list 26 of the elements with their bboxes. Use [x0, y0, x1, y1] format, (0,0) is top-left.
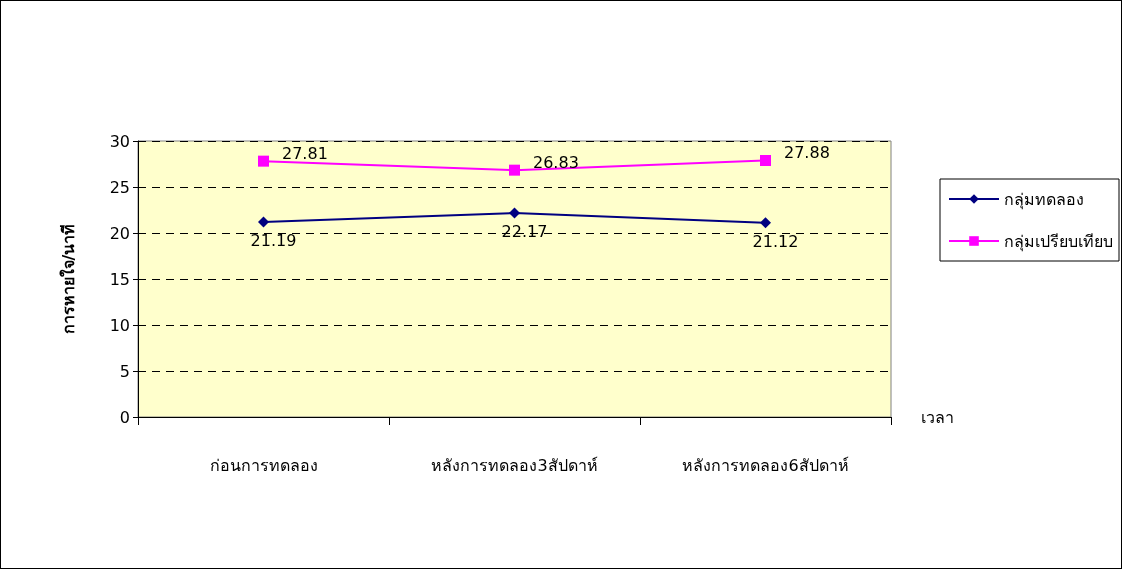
x-tick-label: หลังการทดลอง6สัปดาห์	[682, 455, 849, 475]
point	[258, 216, 269, 228]
legend-label: กลุ่มเปรียบเทียบ	[1004, 231, 1113, 252]
data-label: 22.17	[501, 222, 548, 242]
x-axis-title: เวลา	[921, 407, 954, 427]
point	[509, 164, 520, 176]
data-label: 21.12	[752, 231, 799, 251]
y-tick-label: 15	[109, 269, 130, 289]
y-tick-label: 0	[119, 407, 130, 427]
legend-label: กลุ่มทดลอง	[1004, 189, 1084, 210]
point	[760, 155, 771, 166]
y-tick-label: 20	[109, 223, 130, 243]
x-tick-label: ก่อนการทดลอง	[209, 455, 318, 475]
point	[258, 155, 269, 167]
y-tick-label: 10	[109, 315, 130, 335]
y-tick-label: 5	[119, 361, 130, 381]
y-tick-label: 25	[109, 177, 130, 197]
point	[760, 217, 771, 229]
data-label: 21.19	[250, 231, 297, 251]
data-label: 27.81	[282, 143, 328, 163]
point	[509, 207, 520, 219]
data-label: 26.83	[533, 152, 579, 172]
y-axis-title: การหายใจ/นาที	[58, 223, 78, 335]
x-tick-label: หลังการทดลอง3สัปดาห์	[431, 455, 598, 475]
y-tick-label: 30	[109, 131, 130, 151]
data-label: 27.88	[784, 143, 830, 162]
